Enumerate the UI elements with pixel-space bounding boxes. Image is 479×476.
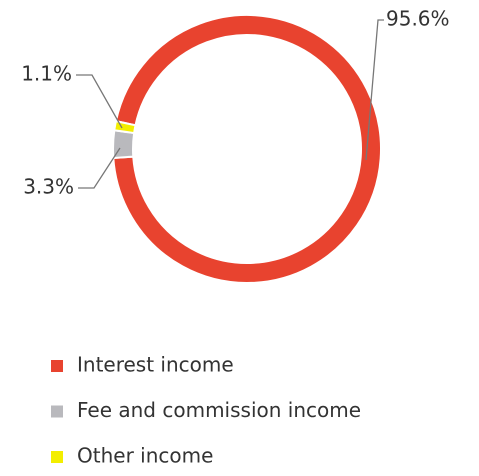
donut-segment xyxy=(112,13,382,284)
legend: Interest income Fee and commission income… xyxy=(51,353,361,468)
leader-line xyxy=(365,19,384,161)
legend-label: Interest income xyxy=(77,353,234,377)
data-label: 3.3% xyxy=(23,175,74,199)
legend-swatch xyxy=(51,405,63,418)
data-label: 95.6% xyxy=(386,7,450,31)
legend-label: Fee and commission income xyxy=(77,398,361,422)
data-labels: 95.6% 3.3% 1.1% xyxy=(21,7,449,199)
legend-swatch xyxy=(51,360,63,372)
legend-swatch xyxy=(51,451,63,463)
data-label: 1.1% xyxy=(21,62,72,86)
legend-label: Other income xyxy=(77,444,213,468)
donut xyxy=(112,13,382,284)
leader-line xyxy=(78,147,121,189)
leader-line xyxy=(76,74,123,129)
